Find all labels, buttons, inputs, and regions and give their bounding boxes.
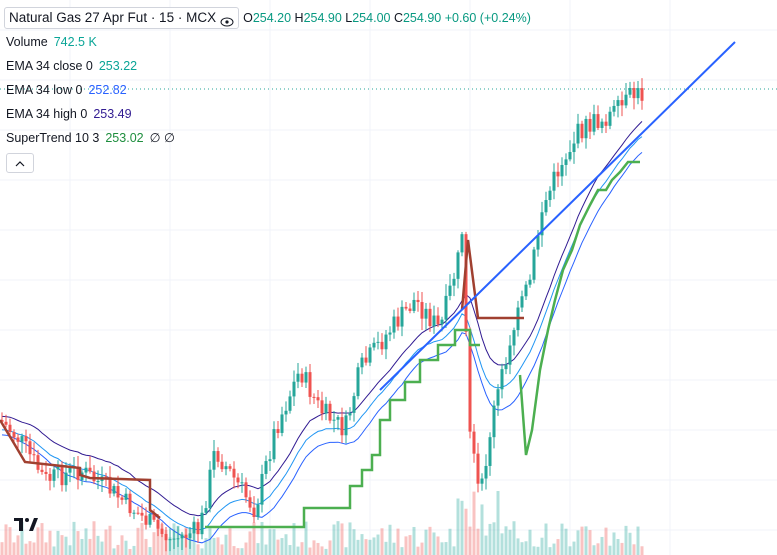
supertrend-up-line-2 <box>518 160 640 456</box>
volume-bars <box>0 491 644 555</box>
symbol-title[interactable]: Natural Gas 27 Apr Fut · 15 · MCX <box>9 10 217 25</box>
legend-row-volume[interactable]: Volume 742.5 K <box>6 30 531 54</box>
low-value: 254.00 <box>352 11 391 25</box>
collapse-legend-button[interactable] <box>6 153 34 173</box>
supertrend-down-line-2 <box>460 239 524 320</box>
indicator-value: 742.5 K <box>53 35 97 49</box>
supertrend-down-line <box>0 419 161 519</box>
indicator-value: 253.02 <box>105 131 144 145</box>
eye-icon[interactable] <box>220 13 234 27</box>
open-value: 254.20 <box>252 11 292 25</box>
ema-high-line <box>1 121 643 517</box>
trendline[interactable] <box>379 41 736 391</box>
indicator-name: EMA 34 low 0 <box>6 83 83 97</box>
chevron-up-icon <box>15 156 25 170</box>
indicator-value: 252.82 <box>88 83 127 97</box>
legend-row-ema-high[interactable]: EMA 34 high 0 253.49 <box>6 102 531 126</box>
indicator-name: EMA 34 close 0 <box>6 59 93 73</box>
open-label: O <box>243 11 253 25</box>
indicator-name: EMA 34 high 0 <box>6 107 88 121</box>
indicator-value: 253.49 <box>93 107 132 121</box>
high-label: H <box>294 11 304 25</box>
candlesticks <box>0 78 644 552</box>
supertrend-up-line <box>205 328 480 529</box>
legend-row-ema-low[interactable]: EMA 34 low 0 252.82 <box>6 78 531 102</box>
legend-row-ema-close[interactable]: EMA 34 close 0 253.22 <box>6 54 531 78</box>
symbol-title-box[interactable]: Natural Gas 27 Apr Fut · 15 · MCX <box>4 7 240 29</box>
indicator-value: 253.22 <box>98 59 138 73</box>
legend-row-supertrend[interactable]: SuperTrend 10 3 253.02 ∅ ∅ <box>6 126 531 150</box>
tradingview-logo-icon[interactable] <box>10 512 44 540</box>
close-value: 254.90 <box>402 11 442 25</box>
change-value: +0.60 (+0.24%) <box>444 11 531 25</box>
high-value: 254.90 <box>303 11 342 25</box>
indicator-name: SuperTrend 10 3 <box>6 131 100 145</box>
indicator-extra: ∅ ∅ <box>149 131 175 145</box>
ohlc-values: O254.20 H254.90 L254.00 C254.90 +0.60 (+… <box>243 6 531 30</box>
indicator-name: Volume <box>6 35 48 49</box>
close-label: C <box>393 11 403 25</box>
low-label: L <box>345 11 353 25</box>
chart-legend: Natural Gas 27 Apr Fut · 15 · MCX O254.2… <box>4 6 531 173</box>
